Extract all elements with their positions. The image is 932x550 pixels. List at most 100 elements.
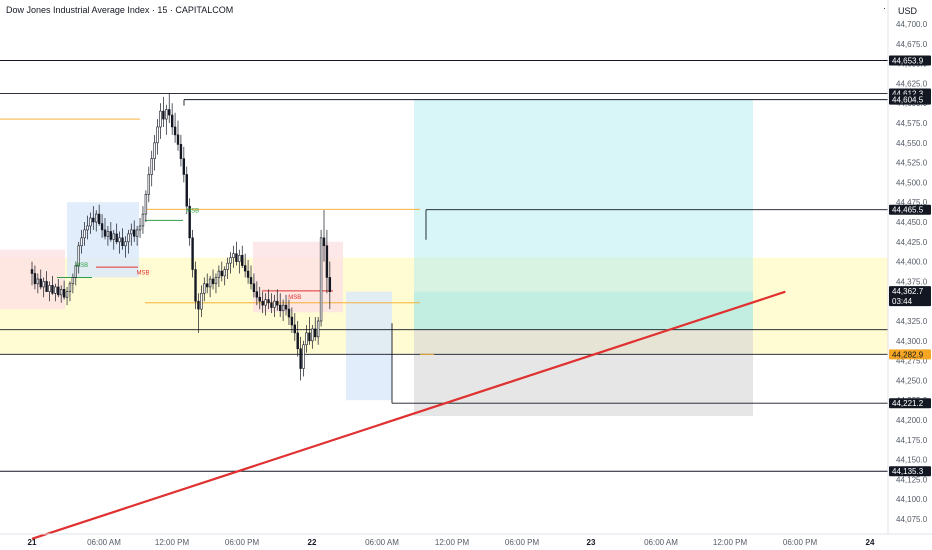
x-tick-label: 06:00 PM — [783, 538, 818, 547]
y-tick-label: 44,700.0 — [896, 20, 928, 29]
candle-body — [235, 253, 238, 262]
candle-body — [296, 332, 299, 350]
candle-body — [45, 281, 48, 292]
candle-body — [232, 253, 235, 258]
candle-body — [276, 300, 279, 306]
y-tick-label: 44,550.0 — [896, 139, 928, 148]
candle-body — [206, 283, 209, 288]
menu-dot-icon[interactable]: · — [883, 3, 886, 13]
candle-body — [322, 237, 326, 247]
y-tick-label: 44,100.0 — [896, 495, 928, 504]
candle-body — [133, 229, 136, 237]
candle-body — [112, 233, 115, 240]
candle-body — [316, 320, 320, 338]
candle-body — [65, 291, 69, 298]
candle-body — [135, 229, 139, 237]
take-profit-zone — [414, 99, 753, 330]
candle-body — [243, 265, 247, 272]
y-tick-label: 44,625.0 — [896, 79, 928, 88]
candle-body — [267, 299, 270, 304]
candle-body — [229, 257, 232, 264]
candle-body — [124, 241, 127, 247]
candle-body — [109, 231, 113, 240]
candle-body — [173, 126, 177, 136]
candle-body — [103, 229, 107, 237]
candle-body — [42, 281, 45, 288]
y-tick-label: 44,300.0 — [896, 337, 928, 346]
y-tick-label: 44,125.0 — [896, 475, 928, 484]
candle-body — [290, 316, 294, 326]
price-axis[interactable]: 44,700.044,675.044,650.044,625.044,600.0… — [887, 0, 928, 534]
candle-body — [278, 304, 282, 312]
candle-body — [156, 126, 159, 144]
candle-body — [147, 174, 150, 195]
countdown-label: 03:44 — [892, 297, 913, 306]
candle-body — [314, 328, 317, 338]
y-tick-label: 44,325.0 — [896, 317, 928, 326]
candle-body — [48, 285, 51, 292]
y-tick-label: 44,675.0 — [896, 40, 928, 49]
candle-body — [95, 213, 98, 223]
candle-body — [302, 344, 305, 369]
candle-body — [86, 225, 89, 231]
candle-body — [319, 237, 323, 322]
candle-body — [130, 229, 133, 235]
candle-body — [92, 217, 95, 223]
candle-body — [203, 283, 206, 294]
candle-body — [328, 277, 332, 292]
price-badge-label: 44,282.9 — [892, 350, 924, 359]
y-tick-label: 44,425.0 — [896, 238, 928, 247]
candle-body — [197, 300, 200, 310]
candle-body — [97, 213, 101, 224]
candle-body — [59, 289, 63, 296]
price-badge-label: 44,612.3 — [892, 89, 924, 98]
candle-body — [153, 142, 156, 159]
price-badge-label: 44,362.7 — [892, 287, 924, 296]
x-tick-label: 12:00 PM — [155, 538, 190, 547]
candle-body — [270, 302, 273, 308]
price-badge-bg — [889, 55, 931, 66]
candle-body — [208, 278, 212, 288]
candle-body — [74, 265, 78, 278]
y-tick-label: 44,400.0 — [896, 258, 928, 267]
price-badge-bg — [889, 204, 931, 215]
candle-body — [200, 292, 203, 310]
time-axis[interactable]: 21 06:00 AM 12:00 PM 06:00 PM 22 06:00 AM 12:0… — [0, 533, 932, 547]
candle-body — [264, 299, 267, 306]
candle-body — [106, 231, 110, 237]
candle-body — [179, 144, 183, 159]
currency-label[interactable]: USD — [898, 6, 918, 16]
price-badge-bg — [889, 349, 931, 360]
candle-body — [284, 304, 288, 310]
price-badge-bg — [889, 466, 931, 477]
candle-body — [150, 158, 153, 175]
msb-labels: MSB MSB MSB MSB — [75, 208, 301, 300]
candle-body — [68, 283, 72, 292]
candle-body — [170, 114, 174, 128]
candle-body — [261, 300, 264, 306]
candle-body — [217, 270, 221, 278]
stop-loss-zone — [414, 329, 753, 417]
candle-body — [51, 285, 54, 294]
candle-body — [305, 332, 308, 346]
candle-body — [246, 270, 250, 278]
candle-body — [54, 286, 57, 294]
candle-body — [144, 193, 148, 215]
entry-zone — [414, 291, 753, 330]
candle-body — [141, 213, 145, 227]
candle-body — [252, 283, 256, 292]
candle-body — [293, 324, 296, 334]
candle-body — [62, 289, 66, 298]
msb-label: MSB — [288, 295, 301, 301]
candle-body — [226, 262, 229, 270]
x-tick-label: 22 — [308, 538, 317, 547]
candle-body — [121, 237, 124, 247]
trendline — [31, 290, 786, 540]
candle-body — [273, 300, 276, 308]
y-tick-label: 44,175.0 — [896, 436, 928, 445]
candle-body — [115, 233, 118, 243]
price-badge-label: 44,221.2 — [892, 399, 924, 408]
candle-body — [57, 286, 60, 296]
price-badge-bg — [889, 286, 931, 307]
